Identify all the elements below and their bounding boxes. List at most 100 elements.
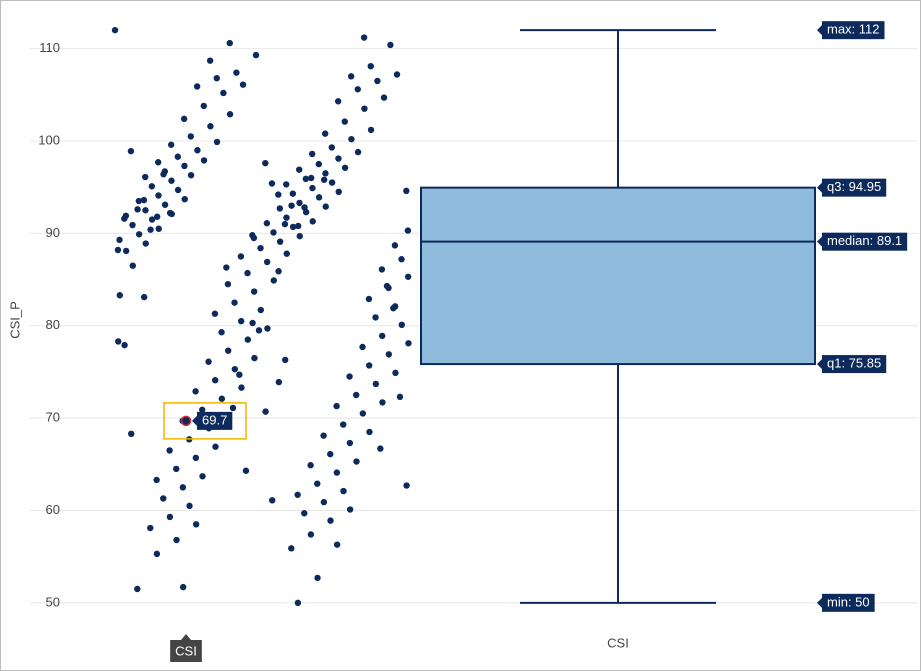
stat-label: max: 112 bbox=[817, 21, 885, 40]
data-point bbox=[377, 445, 384, 452]
data-point bbox=[249, 232, 256, 239]
data-point bbox=[301, 510, 308, 517]
box-stat-label: q1: 75.85 bbox=[827, 356, 881, 371]
data-point bbox=[127, 147, 135, 155]
data-point bbox=[207, 123, 214, 130]
data-point bbox=[354, 148, 362, 156]
data-point bbox=[205, 358, 212, 365]
data-point bbox=[360, 34, 368, 41]
data-point bbox=[224, 280, 232, 288]
data-point bbox=[289, 223, 297, 231]
data-point bbox=[347, 73, 355, 80]
label-arrow bbox=[192, 415, 197, 426]
data-point bbox=[359, 410, 367, 417]
data-point bbox=[206, 57, 214, 64]
data-point bbox=[224, 347, 232, 354]
data-point bbox=[328, 144, 336, 151]
data-point bbox=[249, 319, 256, 327]
data-point bbox=[186, 502, 193, 510]
data-point bbox=[321, 130, 329, 137]
data-point bbox=[393, 71, 401, 78]
data-point bbox=[282, 356, 289, 364]
data-point bbox=[365, 295, 373, 303]
data-point bbox=[160, 495, 167, 502]
box-stat-label: min: 50 bbox=[827, 594, 870, 609]
data-point bbox=[275, 191, 282, 198]
data-point bbox=[153, 550, 161, 558]
data-point bbox=[194, 147, 201, 154]
label-arrow bbox=[817, 182, 822, 193]
data-point bbox=[252, 51, 260, 59]
data-point bbox=[367, 126, 375, 134]
box-stat-label: 69.7 bbox=[202, 412, 227, 427]
data-point bbox=[320, 176, 328, 183]
data-point bbox=[166, 513, 174, 521]
data-point bbox=[283, 214, 290, 221]
data-point bbox=[121, 341, 128, 349]
data-point bbox=[147, 524, 154, 532]
data-point bbox=[327, 517, 334, 524]
data-point bbox=[154, 159, 162, 166]
data-point bbox=[333, 469, 341, 476]
data-point bbox=[383, 282, 391, 290]
hover-label: 69.7 bbox=[192, 411, 233, 430]
data-point bbox=[372, 314, 379, 321]
data-point bbox=[270, 229, 277, 236]
data-point bbox=[147, 226, 154, 233]
data-point bbox=[129, 221, 136, 229]
data-point bbox=[166, 447, 173, 454]
data-point bbox=[226, 39, 233, 47]
data-point bbox=[307, 462, 314, 469]
data-point bbox=[378, 332, 386, 340]
hover-box bbox=[163, 402, 247, 440]
hover-category-arrow bbox=[181, 634, 191, 640]
data-point bbox=[257, 306, 264, 314]
data-point bbox=[302, 175, 310, 183]
data-point bbox=[218, 329, 225, 336]
data-point bbox=[140, 196, 148, 204]
data-point bbox=[200, 157, 208, 164]
data-point bbox=[320, 498, 328, 506]
y-tick-label: 110 bbox=[39, 40, 60, 55]
box bbox=[420, 186, 816, 366]
data-point bbox=[275, 268, 282, 275]
data-point bbox=[361, 105, 368, 112]
data-point bbox=[333, 402, 340, 410]
data-point bbox=[231, 299, 238, 306]
label-arrow bbox=[817, 25, 822, 36]
data-point bbox=[333, 541, 341, 548]
data-point bbox=[155, 225, 162, 232]
hover-category: CSI bbox=[170, 634, 202, 662]
y-tick-label: 70 bbox=[46, 410, 60, 425]
data-point bbox=[380, 94, 388, 101]
label-arrow bbox=[817, 236, 822, 247]
y-axis-label: CSI_P bbox=[7, 301, 22, 339]
data-point bbox=[328, 179, 336, 186]
data-point bbox=[379, 399, 386, 406]
y-tick-label: 50 bbox=[46, 594, 60, 609]
hover-category-box bbox=[170, 640, 202, 662]
stat-label: median: 89.1 bbox=[817, 232, 908, 251]
data-point bbox=[111, 26, 119, 34]
data-point bbox=[226, 111, 234, 118]
data-point bbox=[142, 173, 149, 181]
data-point bbox=[237, 317, 245, 325]
data-point bbox=[223, 264, 230, 271]
data-point bbox=[218, 395, 226, 402]
data-point bbox=[281, 220, 289, 228]
data-point bbox=[239, 81, 247, 88]
data-point bbox=[264, 325, 271, 332]
data-point bbox=[173, 465, 180, 473]
data-point bbox=[404, 227, 412, 234]
data-point bbox=[396, 393, 404, 401]
data-point bbox=[403, 187, 410, 195]
data-point bbox=[335, 188, 342, 196]
data-point bbox=[335, 155, 342, 162]
data-point bbox=[233, 69, 240, 76]
data-point bbox=[346, 373, 353, 380]
data-point bbox=[114, 246, 122, 254]
y-tick-label: 80 bbox=[46, 317, 60, 332]
data-point bbox=[199, 473, 206, 480]
data-point bbox=[309, 218, 316, 225]
